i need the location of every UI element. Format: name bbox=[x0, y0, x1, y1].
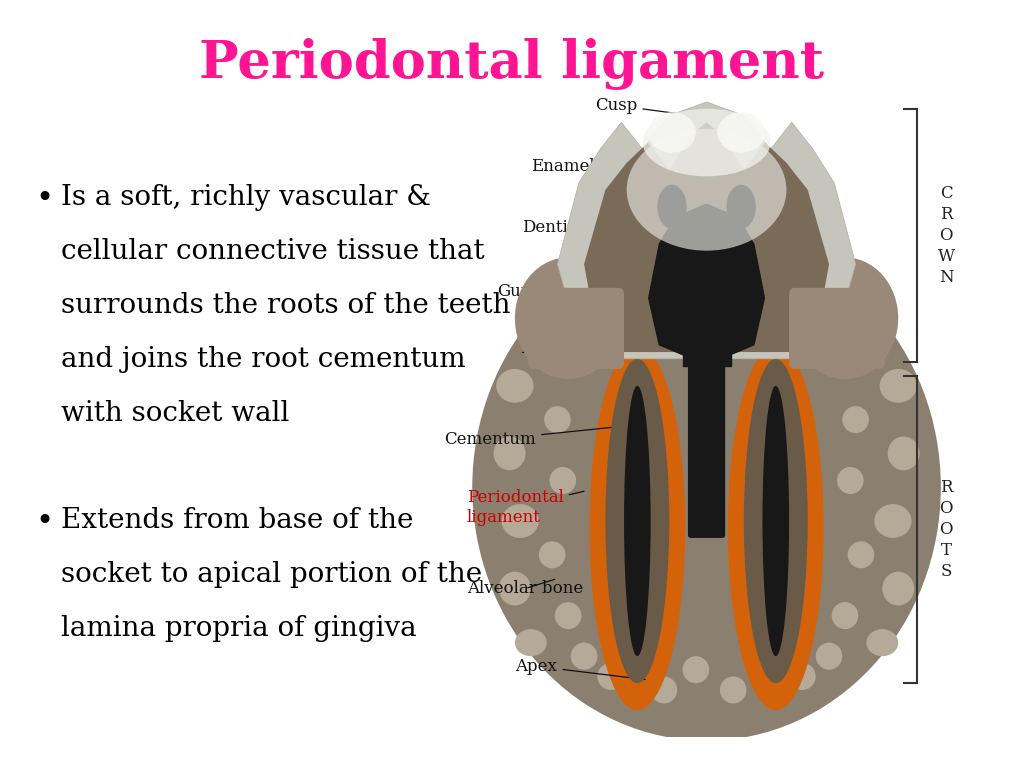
FancyBboxPatch shape bbox=[790, 288, 885, 369]
Text: Cusp: Cusp bbox=[595, 97, 715, 118]
Text: Gum: Gum bbox=[497, 283, 597, 300]
Ellipse shape bbox=[627, 129, 786, 250]
Text: Dentin: Dentin bbox=[522, 219, 667, 236]
Ellipse shape bbox=[624, 386, 650, 656]
Ellipse shape bbox=[850, 318, 883, 346]
Ellipse shape bbox=[843, 406, 869, 433]
Ellipse shape bbox=[717, 112, 765, 153]
Ellipse shape bbox=[494, 436, 525, 470]
Ellipse shape bbox=[530, 318, 563, 346]
Ellipse shape bbox=[790, 663, 816, 690]
Ellipse shape bbox=[597, 663, 624, 690]
Ellipse shape bbox=[472, 233, 941, 740]
Ellipse shape bbox=[866, 629, 898, 656]
Ellipse shape bbox=[683, 656, 710, 684]
Ellipse shape bbox=[539, 541, 565, 568]
Ellipse shape bbox=[544, 406, 570, 433]
Polygon shape bbox=[648, 204, 765, 366]
Ellipse shape bbox=[880, 369, 916, 402]
Text: Enamel: Enamel bbox=[531, 157, 682, 174]
Ellipse shape bbox=[502, 504, 539, 538]
Ellipse shape bbox=[605, 359, 670, 684]
Ellipse shape bbox=[570, 643, 597, 670]
Ellipse shape bbox=[590, 346, 685, 710]
Polygon shape bbox=[584, 122, 829, 352]
FancyBboxPatch shape bbox=[688, 342, 725, 538]
Ellipse shape bbox=[613, 616, 640, 643]
Polygon shape bbox=[557, 102, 856, 359]
Text: Periodontal ligament: Periodontal ligament bbox=[200, 38, 824, 91]
Ellipse shape bbox=[550, 467, 577, 494]
Ellipse shape bbox=[497, 369, 534, 402]
Ellipse shape bbox=[883, 571, 914, 605]
Ellipse shape bbox=[650, 677, 677, 703]
Text: Extends from base of the

socket to apical portion of the

lamina propria of gin: Extends from base of the socket to apica… bbox=[61, 507, 482, 642]
Text: Periodontal
ligament: Periodontal ligament bbox=[467, 489, 584, 526]
Ellipse shape bbox=[888, 436, 920, 470]
Ellipse shape bbox=[874, 504, 911, 538]
FancyBboxPatch shape bbox=[528, 288, 624, 369]
Ellipse shape bbox=[727, 185, 756, 229]
Ellipse shape bbox=[648, 112, 696, 153]
Text: Is a soft, richly vascular &

cellular connective tissue that

surrounds the roo: Is a soft, richly vascular & cellular co… bbox=[61, 184, 511, 427]
Ellipse shape bbox=[515, 629, 547, 656]
Text: R
O
O
T
S: R O O T S bbox=[939, 479, 953, 580]
Text: Alveolar bone: Alveolar bone bbox=[467, 579, 584, 597]
Text: Cementum: Cementum bbox=[444, 427, 618, 449]
Ellipse shape bbox=[763, 386, 790, 656]
Ellipse shape bbox=[743, 359, 808, 684]
Ellipse shape bbox=[746, 616, 773, 643]
Text: •: • bbox=[36, 507, 54, 536]
Text: •: • bbox=[36, 184, 54, 214]
Ellipse shape bbox=[499, 571, 530, 605]
Ellipse shape bbox=[792, 257, 898, 379]
Text: Pulp: Pulp bbox=[520, 279, 680, 357]
Ellipse shape bbox=[643, 109, 770, 177]
Ellipse shape bbox=[831, 602, 858, 629]
Ellipse shape bbox=[837, 467, 863, 494]
Ellipse shape bbox=[555, 602, 582, 629]
Ellipse shape bbox=[728, 346, 823, 710]
Ellipse shape bbox=[720, 677, 746, 703]
Text: C
R
O
W
N: C R O W N bbox=[938, 185, 954, 286]
Ellipse shape bbox=[657, 185, 686, 229]
Ellipse shape bbox=[816, 643, 843, 670]
Ellipse shape bbox=[848, 541, 874, 568]
Text: Apex: Apex bbox=[516, 658, 645, 680]
Ellipse shape bbox=[763, 663, 790, 690]
Ellipse shape bbox=[515, 257, 622, 379]
